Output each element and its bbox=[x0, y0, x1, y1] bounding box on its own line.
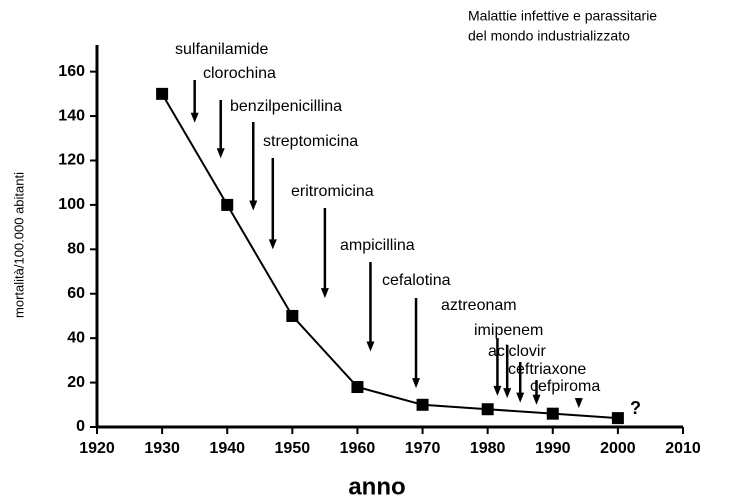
annotation-label: cefpiroma bbox=[530, 378, 600, 395]
annotation-label: aciclovir bbox=[488, 343, 546, 360]
y-tick-label: 100 bbox=[58, 196, 85, 213]
x-tick-label: 1970 bbox=[405, 440, 441, 457]
y-axis-label: mortalità/100.000 abitanti bbox=[11, 172, 26, 318]
annotation-label: imipenem bbox=[474, 322, 543, 339]
data-point bbox=[481, 403, 494, 416]
x-tick-label: 1940 bbox=[209, 440, 245, 457]
end-note: ? bbox=[630, 398, 641, 418]
arrow-head bbox=[532, 394, 541, 405]
arrow-head bbox=[320, 288, 329, 299]
arrow-head bbox=[503, 388, 512, 399]
annotation-label: clorochina bbox=[203, 65, 276, 82]
data-point bbox=[286, 309, 299, 322]
chart-title: del mondo industrializzato bbox=[468, 28, 630, 44]
arrow-head bbox=[216, 148, 225, 159]
y-tick-label: 80 bbox=[67, 241, 85, 258]
arrow-head bbox=[249, 200, 258, 211]
x-tick-label: 1920 bbox=[79, 440, 115, 457]
arrow-head bbox=[366, 341, 375, 352]
data-point bbox=[156, 87, 169, 100]
annotation-label: ampicillina bbox=[340, 237, 415, 254]
y-tick-label: 60 bbox=[67, 285, 85, 302]
annotation-label: streptomicina bbox=[263, 133, 358, 150]
x-tick-label: 1930 bbox=[144, 440, 180, 457]
x-tick-label: 2000 bbox=[600, 440, 636, 457]
x-tick-label: 1950 bbox=[275, 440, 311, 457]
annotation-label: ceftriaxone bbox=[508, 361, 586, 378]
arrow-head bbox=[574, 398, 583, 409]
x-tick-label: 1960 bbox=[340, 440, 376, 457]
annotation-label: benzilpenicillina bbox=[230, 98, 342, 115]
arrow-head bbox=[190, 112, 199, 123]
chart-title: Malattie infettive e parassitarie bbox=[468, 8, 657, 24]
y-tick-label: 120 bbox=[58, 152, 85, 169]
annotation-label: aztreonam bbox=[441, 297, 517, 314]
y-tick-label: 0 bbox=[76, 418, 85, 435]
x-tick-label: 2010 bbox=[665, 440, 701, 457]
data-line bbox=[161, 93, 618, 420]
data-point bbox=[221, 198, 234, 211]
y-tick-label: 40 bbox=[67, 329, 85, 346]
y-tick-label: 140 bbox=[58, 107, 85, 124]
annotation-label: sulfanilamide bbox=[175, 41, 268, 58]
y-tick-label: 20 bbox=[67, 374, 85, 391]
arrow-head bbox=[493, 385, 502, 396]
data-point bbox=[351, 381, 364, 394]
annotation-label: eritromicina bbox=[291, 183, 374, 200]
arrow-head bbox=[412, 378, 421, 389]
annotation-label: cefalotina bbox=[382, 272, 451, 289]
arrow-head bbox=[516, 392, 525, 403]
data-point bbox=[546, 407, 559, 420]
data-point bbox=[416, 398, 429, 411]
x-axis-label: anno bbox=[348, 473, 405, 500]
data-point bbox=[611, 412, 624, 425]
x-tick-label: 1990 bbox=[535, 440, 571, 457]
x-tick-label: 1980 bbox=[470, 440, 506, 457]
arrow-head bbox=[268, 239, 277, 250]
y-tick-label: 160 bbox=[58, 63, 85, 80]
